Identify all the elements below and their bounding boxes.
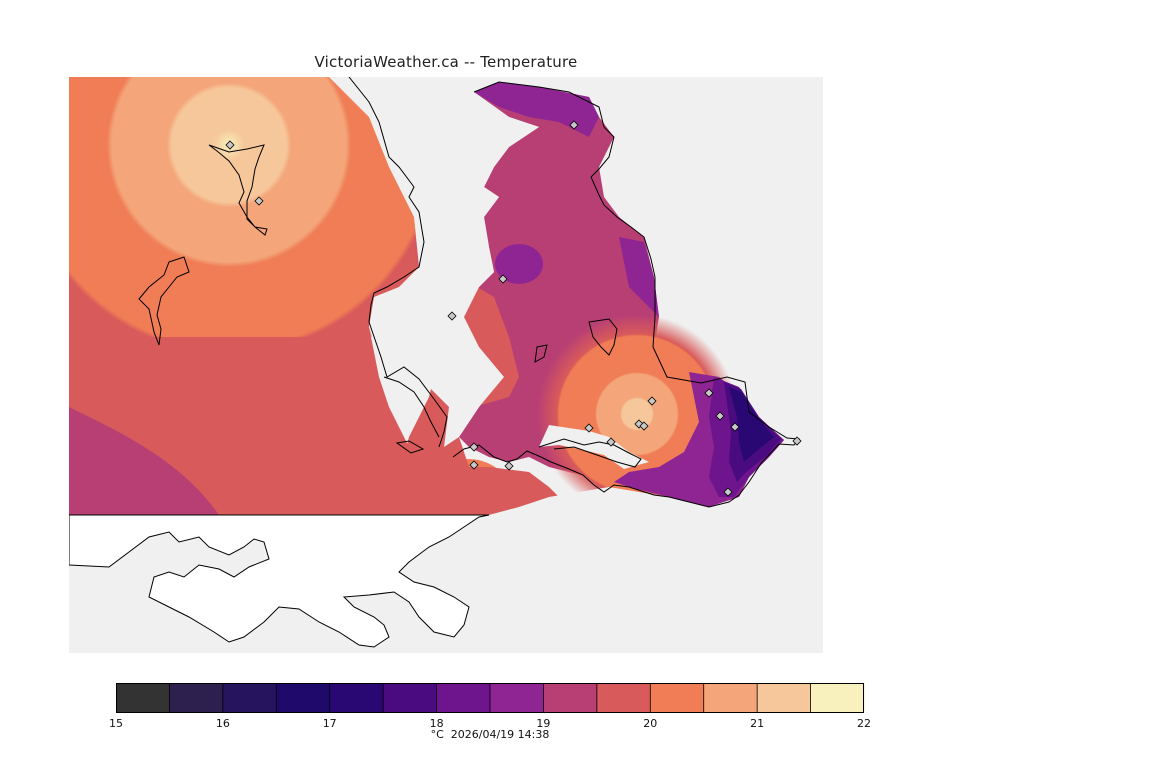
diamond-icon[interactable] <box>584 423 594 433</box>
coastline-peninsula <box>452 81 800 508</box>
legend-swatch <box>116 683 170 713</box>
weather-stations <box>225 120 802 497</box>
coastline-lake-northwest <box>208 144 268 236</box>
legend-tick-label: 20 <box>643 717 658 730</box>
legend-swatch <box>703 683 758 713</box>
temperature-field <box>69 77 784 515</box>
legend-swatch <box>276 683 331 713</box>
diamond-icon[interactable] <box>569 120 579 130</box>
legend-tick-label: 15 <box>109 717 123 730</box>
legend-swatch <box>650 683 705 713</box>
legend-colorbar <box>116 683 865 713</box>
legend-swatch <box>436 683 491 713</box>
coastline-lake-prospect <box>534 344 548 363</box>
legend-swatch <box>543 683 598 713</box>
temperature-band-northeast <box>474 82 599 137</box>
temperature-hotspot-northwest <box>69 77 429 337</box>
diamond-icon[interactable] <box>647 396 657 406</box>
diamond-icon[interactable] <box>715 411 725 421</box>
diamond-icon[interactable] <box>606 437 616 447</box>
diamond-icon[interactable] <box>469 460 479 470</box>
diamond-icon[interactable] <box>225 140 235 150</box>
legend-swatch <box>810 683 865 713</box>
color-legend: 15 16 17 18 19 20 21 22 °C 2026/04/19 14:38 <box>109 683 876 743</box>
coastline-lake-elk <box>588 318 618 356</box>
coastline-lake-west <box>138 256 190 346</box>
temperature-band-southwest <box>69 407 219 515</box>
legend-swatch <box>222 683 277 713</box>
temperature-band-coldest-inner <box>729 387 774 462</box>
diamond-icon[interactable] <box>704 388 714 398</box>
legend-tick-label: 18 <box>429 717 444 730</box>
diamond-icon[interactable] <box>498 274 508 284</box>
legend-swatch <box>383 683 438 713</box>
diamond-icon[interactable] <box>469 442 479 452</box>
legend-footer: °C 2026/04/19 14:38 <box>116 728 864 741</box>
map-title: VictoriaWeather.ca -- Temperature <box>314 53 578 71</box>
diamond-icon[interactable] <box>639 421 649 431</box>
coastline-inlet <box>538 438 642 468</box>
diamond-icon[interactable] <box>447 311 457 321</box>
legend-unit: °C <box>430 728 444 741</box>
diamond-icon[interactable] <box>504 461 514 471</box>
legend-swatch <box>490 683 544 713</box>
legend-tick-label: 22 <box>857 717 871 730</box>
temperature-band-east <box>619 237 659 317</box>
legend-tick-label: 16 <box>215 717 230 730</box>
water-inlet-victoria <box>539 425 649 469</box>
temperature-coolspot-saanich <box>495 244 543 284</box>
diamond-icon[interactable] <box>723 487 733 497</box>
water-southeast <box>489 437 823 515</box>
legend-tick-label: 19 <box>536 717 551 730</box>
legend-swatch <box>329 683 384 713</box>
land-olympic-peninsula <box>69 514 490 648</box>
diamond-icon[interactable] <box>730 422 740 432</box>
legend-tick-label: 17 <box>322 717 337 730</box>
coastline-sooke-harbour <box>383 376 440 438</box>
diamond-icon[interactable] <box>792 436 802 446</box>
coastline-west-strait <box>348 77 448 448</box>
legend-timestamp: 2026/04/19 14:38 <box>450 728 550 741</box>
diamond-icon[interactable] <box>254 196 264 206</box>
legend-tick-label: 21 <box>750 717 765 730</box>
legend-swatch <box>169 683 224 713</box>
legend-swatch <box>596 683 651 713</box>
legend-swatch <box>757 683 812 713</box>
water-strait <box>329 77 539 447</box>
coastline-lake-small <box>395 440 425 454</box>
coastlines <box>138 77 800 508</box>
temperature-map[interactable] <box>69 77 823 653</box>
